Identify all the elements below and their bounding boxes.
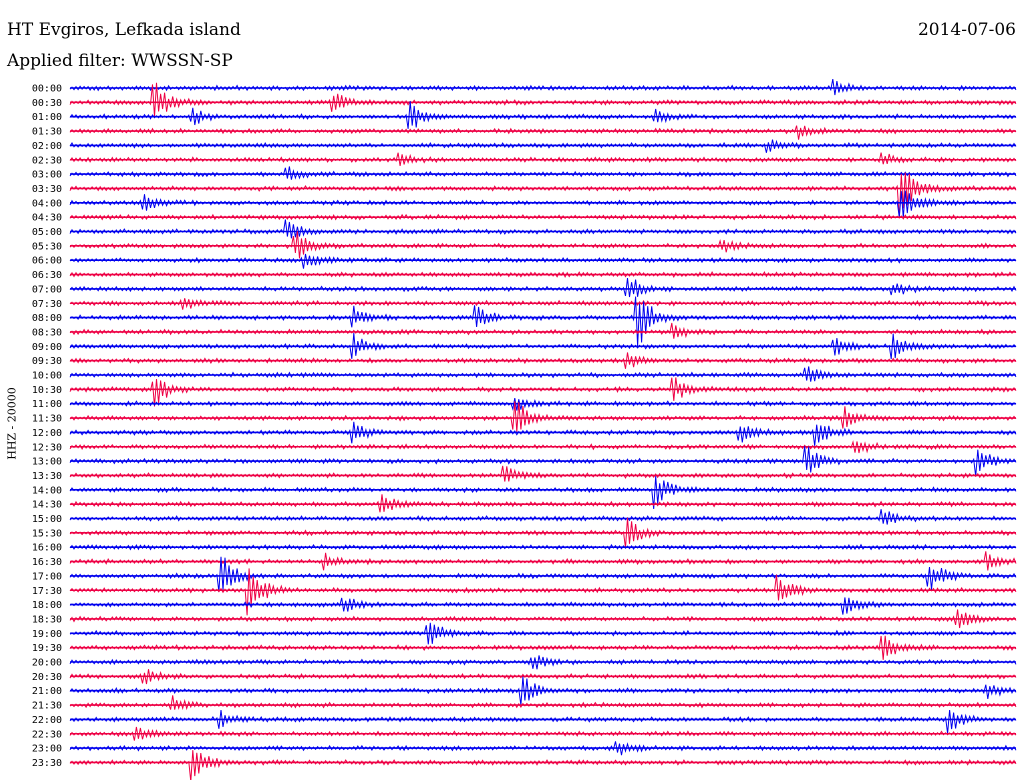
trace-line <box>69 401 1017 432</box>
time-tick-label: 00:30 <box>32 98 62 109</box>
time-tick-label: 11:00 <box>32 399 62 410</box>
station-title: HT Evgiros, Lefkada island <box>7 20 241 40</box>
time-tick-label: 16:30 <box>32 557 62 568</box>
trace-line <box>69 101 1017 129</box>
time-tick-label: 07:30 <box>32 299 62 310</box>
trace-line <box>69 172 1017 219</box>
time-tick-label: 19:00 <box>32 629 62 640</box>
time-tick-label: 23:30 <box>32 758 62 769</box>
time-tick-label: 18:30 <box>32 614 62 625</box>
time-tick-label: 18:00 <box>32 600 62 611</box>
time-tick-label: 08:00 <box>32 313 62 324</box>
time-tick-label: 12:00 <box>32 428 62 439</box>
time-tick-label: 14:30 <box>32 500 62 511</box>
trace-line <box>69 494 1017 513</box>
time-tick-label: 04:00 <box>32 198 62 209</box>
time-tick-label: 16:00 <box>32 543 62 554</box>
time-tick-label: 06:00 <box>32 256 62 267</box>
time-tick-label: 09:30 <box>32 356 62 367</box>
time-tick-label: 05:00 <box>32 227 62 238</box>
time-tick-label: 06:30 <box>32 270 62 281</box>
trace-line <box>69 421 1017 446</box>
time-tick-label: 17:30 <box>32 586 62 597</box>
time-tick-label: 20:30 <box>32 672 62 683</box>
trace-line <box>69 253 1017 269</box>
trace-line <box>69 710 1017 734</box>
trace-line <box>69 750 1017 780</box>
time-tick-label: 04:30 <box>32 213 62 224</box>
time-tick-label: 02:30 <box>32 155 62 166</box>
trace-line <box>69 231 1017 259</box>
time-tick-label: 21:30 <box>32 701 62 712</box>
trace-line <box>69 322 1017 339</box>
time-tick-label: 22:30 <box>32 729 62 740</box>
trace-line <box>69 597 1017 615</box>
trace-line <box>69 79 1017 96</box>
trace-line <box>69 366 1017 382</box>
time-tick-label: 05:30 <box>32 241 62 252</box>
time-tick-label: 17:00 <box>32 571 62 582</box>
trace-line <box>69 465 1017 482</box>
time-tick-label: 02:00 <box>32 141 62 152</box>
trace-line <box>69 695 1017 711</box>
time-tick-label: 15:30 <box>32 528 62 539</box>
time-tick-label: 10:00 <box>32 371 62 382</box>
time-tick-label: 01:00 <box>32 112 62 123</box>
trace-line <box>69 125 1017 140</box>
time-tick-label: 13:30 <box>32 471 62 482</box>
time-tick-label: 14:00 <box>32 485 62 496</box>
filter-label: Applied filter: WWSSN-SP <box>7 51 233 71</box>
time-tick-label: 13:00 <box>32 457 62 468</box>
date-label: 2014-07-06 <box>917 20 1016 40</box>
time-tick-label: 21:00 <box>32 686 62 697</box>
time-tick-label: 08:30 <box>32 327 62 338</box>
trace-line <box>69 166 1017 180</box>
time-tick-label: 11:30 <box>32 414 62 425</box>
time-tick-label: 00:00 <box>32 84 62 95</box>
time-tick-label: 03:30 <box>32 184 62 195</box>
trace-line <box>69 509 1017 525</box>
time-tick-label: 09:00 <box>32 342 62 353</box>
time-tick-label: 10:30 <box>32 385 62 396</box>
trace-line <box>69 190 1017 218</box>
time-tick-label: 22:00 <box>32 715 62 726</box>
time-tick-label: 23:00 <box>32 744 62 755</box>
time-tick-label: 19:30 <box>32 643 62 654</box>
time-tick-label: 15:00 <box>32 514 62 525</box>
time-tick-label: 07:00 <box>32 284 62 295</box>
trace-line <box>69 278 1017 298</box>
time-tick-label: 12:30 <box>32 442 62 453</box>
time-tick-label: 20:00 <box>32 658 62 669</box>
trace-line <box>69 139 1017 153</box>
trace-line <box>69 219 1017 239</box>
time-tick-label: 01:30 <box>32 127 62 138</box>
time-tick-label: 03:00 <box>32 170 62 181</box>
